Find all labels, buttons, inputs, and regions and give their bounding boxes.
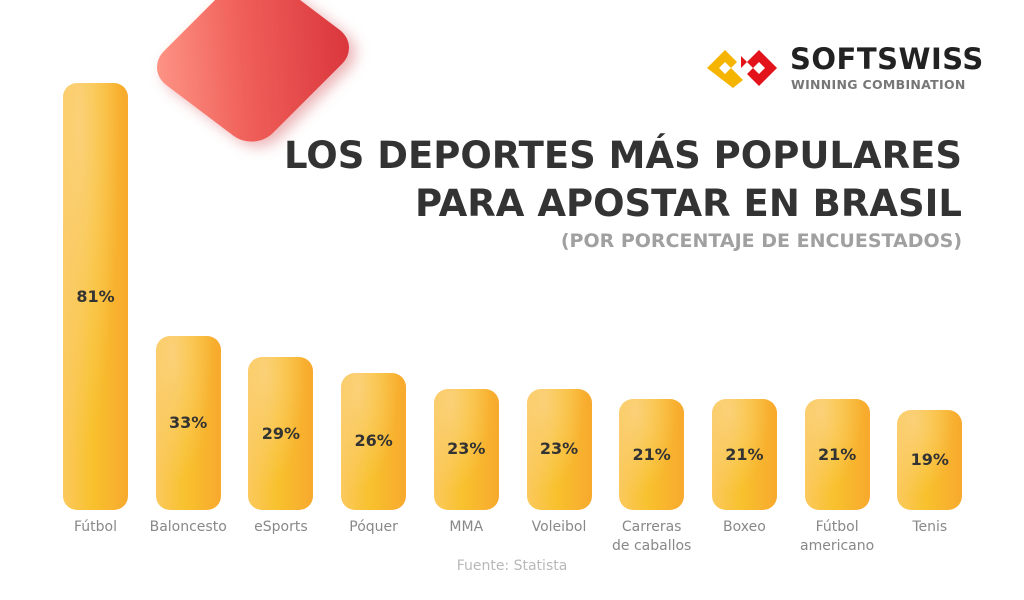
brand-tagline: WINNING COMBINATION: [791, 77, 966, 92]
data-label: 23%: [539, 439, 579, 459]
category-label: Póquer: [349, 519, 398, 535]
category-label: Fútbol: [74, 519, 117, 535]
bar-0: [63, 83, 128, 510]
data-label: 33%: [169, 413, 208, 433]
data-label: 29%: [261, 423, 301, 443]
bar-9: [897, 409, 963, 510]
category-label: Voleibol: [531, 519, 587, 535]
bar-8: [804, 399, 870, 510]
softswiss-logo-mark-icon: [707, 50, 777, 88]
bar-1: [155, 336, 221, 510]
bar-5: [526, 388, 592, 510]
data-label: 21%: [632, 444, 671, 464]
data-label: 21%: [725, 444, 764, 464]
category-label: Baloncesto: [149, 519, 227, 535]
bar-3: [341, 372, 407, 510]
chart-subtitle: (POR PORCENTAJE DE ENCUESTADOS): [560, 230, 962, 252]
source-note: Fuente: Statista: [456, 558, 568, 574]
chart-title: LOS DEPORTES MÁS POPULARES PARA APOSTAR …: [283, 134, 962, 225]
category-label: MMA: [449, 519, 484, 535]
category-label: Boxeo: [723, 519, 766, 535]
data-label: 19%: [910, 449, 949, 469]
bar-7: [711, 399, 777, 510]
category-label: eSports: [254, 519, 308, 535]
data-label: 23%: [447, 439, 486, 459]
bar-2: [248, 357, 314, 510]
brand-name: SOFTSWISS: [790, 42, 984, 76]
data-label: 81%: [76, 286, 115, 306]
bar-6: [619, 399, 685, 510]
data-label: 26%: [354, 431, 393, 451]
decorative-red-cube: [145, 0, 361, 152]
bar-4: [433, 388, 499, 510]
data-label: 21%: [817, 444, 857, 464]
category-label: Fútbol americano: [799, 519, 875, 554]
category-label: Tenis: [912, 519, 948, 535]
category-label: Carreras de caballos: [612, 519, 692, 554]
